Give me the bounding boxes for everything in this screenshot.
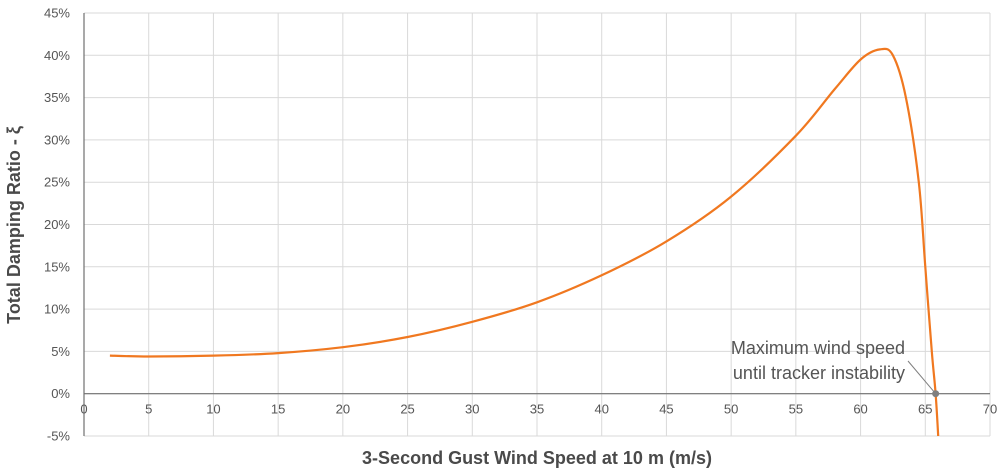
y-tick-label: 5% xyxy=(51,344,70,359)
grid-lines xyxy=(84,12,991,437)
x-tick-label: 45 xyxy=(659,402,673,417)
y-tick-label: 45% xyxy=(44,6,70,21)
x-tick-label: 70 xyxy=(983,402,997,417)
x-axis-title: 3-Second Gust Wind Speed at 10 m (m/s) xyxy=(362,448,712,468)
x-tick-label: 15 xyxy=(271,402,285,417)
x-tick-label: 35 xyxy=(530,402,544,417)
x-tick-label: 5 xyxy=(145,402,152,417)
x-tick-label: 30 xyxy=(465,402,479,417)
x-tick-label: 10 xyxy=(206,402,220,417)
annotation-line-1: Maximum wind speed xyxy=(731,338,905,358)
x-tick-label: 65 xyxy=(918,402,932,417)
x-tick-label: 60 xyxy=(853,402,867,417)
axes xyxy=(83,13,990,436)
y-tick-label: 40% xyxy=(44,48,70,63)
x-tick-label: 55 xyxy=(789,402,803,417)
y-tick-label: 15% xyxy=(44,259,70,274)
y-tick-label: -5% xyxy=(47,429,71,444)
annotation-line-2: until tracker instability xyxy=(733,363,905,383)
x-tick-label: 40 xyxy=(594,402,608,417)
x-tick-label: 20 xyxy=(336,402,350,417)
x-tick-label: 25 xyxy=(400,402,414,417)
x-tick-label: 0 xyxy=(80,402,87,417)
y-tick-label: 35% xyxy=(44,90,70,105)
annotation-leader-line xyxy=(907,360,937,395)
series-line xyxy=(109,47,940,437)
y-tick-labels: 45% 40% 35% 30% 25% 20% 15% 10% 5% 0% -5% xyxy=(44,6,70,444)
y-tick-label: 25% xyxy=(44,175,70,190)
y-tick-label: 10% xyxy=(44,302,70,317)
annotation-marker xyxy=(932,390,940,398)
y-tick-label: 0% xyxy=(51,386,70,401)
y-axis-title: Total Damping Ratio - ξ xyxy=(4,126,25,324)
x-tick-label: 50 xyxy=(724,402,738,417)
y-tick-label: 30% xyxy=(44,132,70,147)
y-tick-label: 20% xyxy=(44,217,70,232)
x-tick-labels: 0 5 10 15 20 25 30 35 40 45 50 55 60 65 70 xyxy=(80,402,997,417)
